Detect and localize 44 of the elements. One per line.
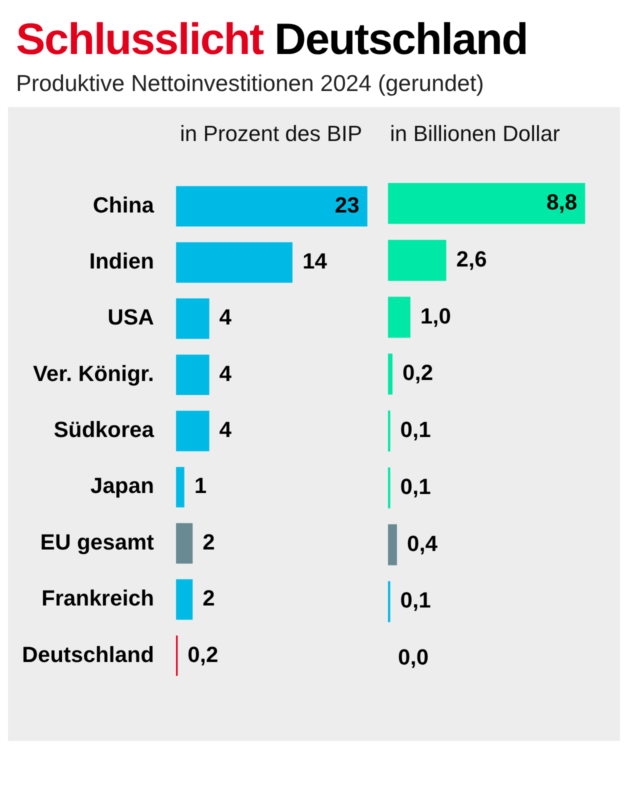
data-label: 0,4	[406, 530, 438, 556]
bar	[388, 296, 410, 338]
y-tick-label: EU gesamt	[40, 529, 155, 554]
data-label: 0,1	[400, 588, 431, 613]
bar	[388, 354, 392, 395]
data-label: 4	[219, 304, 232, 330]
data-label: 23	[334, 192, 360, 218]
bar	[176, 466, 184, 508]
data-label: 1,0	[420, 303, 451, 328]
bar	[388, 182, 586, 224]
bar	[176, 298, 210, 339]
y-tick-label: Ver. Königr.	[32, 360, 154, 386]
data-label: 4	[219, 360, 232, 386]
bar	[176, 579, 193, 620]
data-label: 2	[202, 586, 215, 611]
chart-title: Schlusslicht Deutschland	[16, 15, 528, 64]
data-label: 1	[194, 473, 207, 498]
y-tick-label: USA	[108, 304, 154, 330]
data-label: 2,6	[456, 246, 487, 272]
data-label: 8,8	[546, 190, 578, 215]
bar	[176, 523, 193, 564]
x-axis-title: in Prozent des BIP	[179, 121, 364, 148]
data-label: 0,2	[402, 360, 434, 386]
data-label: 14	[302, 248, 328, 274]
bar	[388, 240, 446, 281]
bar	[176, 410, 210, 452]
x-axis-title: in Billionen Dollar	[389, 121, 561, 148]
data-label: 0,0	[398, 644, 429, 670]
data-label: 2	[202, 529, 215, 554]
y-tick-label: China	[92, 192, 155, 218]
data-label: 4	[219, 417, 232, 442]
y-tick-label: Frankreich	[42, 586, 154, 611]
bar	[176, 186, 368, 227]
chart-subtitle: Produktive Nettoinvestitionen 2024 (gerundet)	[16, 70, 485, 97]
data-label: 0,1	[400, 474, 431, 499]
y-tick-label: Südkorea	[54, 417, 155, 442]
bar	[176, 242, 292, 283]
y-tick-label: Japan	[90, 473, 154, 498]
data-label: 0,1	[400, 417, 431, 442]
y-tick-label: Indien	[89, 248, 154, 274]
data-label: 0,2	[188, 642, 218, 667]
bar	[176, 354, 210, 396]
bar	[388, 524, 397, 566]
y-tick-label: Deutschland	[22, 642, 154, 667]
